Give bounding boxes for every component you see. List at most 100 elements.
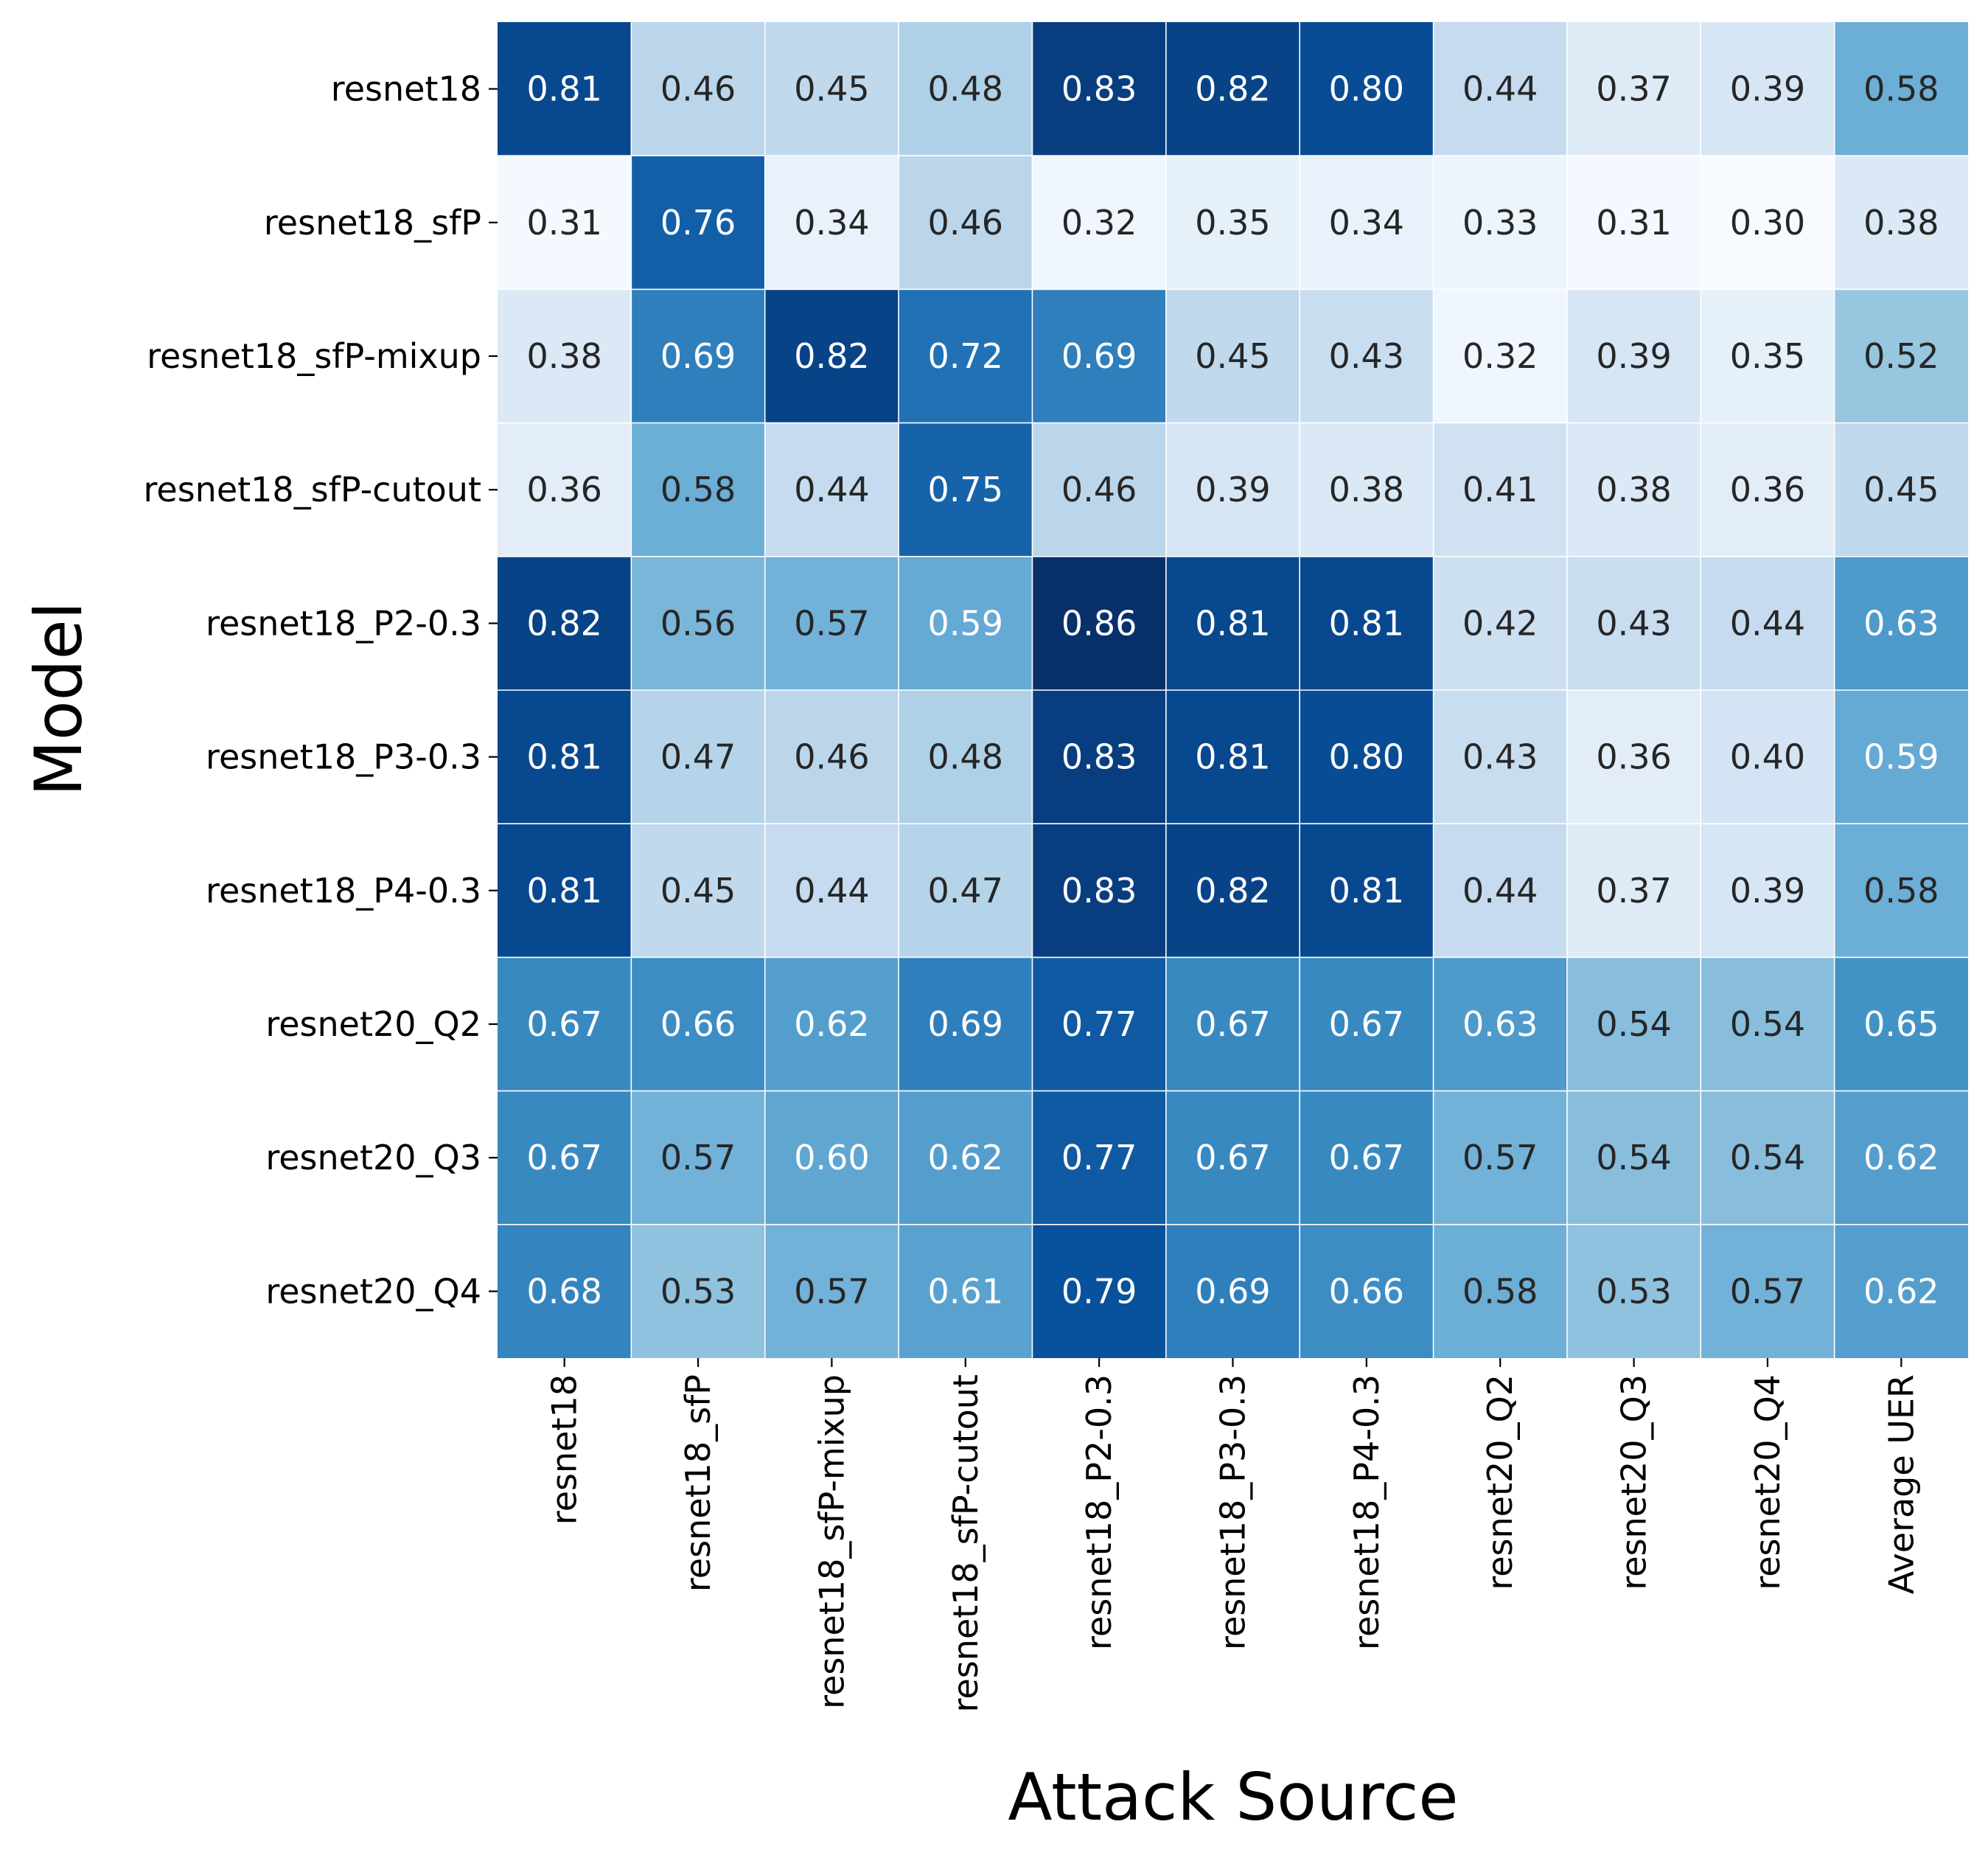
- cell-value-label: 0.67: [1329, 1138, 1404, 1177]
- x-tick-labels: resnet18 resnet18_sfP resnet18_sfP-mixup re…: [545, 1358, 1921, 1713]
- heatmap-cell: [1834, 556, 1968, 690]
- cell-value-label: 0.81: [526, 69, 601, 109]
- heatmap-cell: [498, 422, 632, 557]
- cell-value-label: 0.38: [1863, 203, 1939, 243]
- heatmap-cell: [498, 690, 632, 824]
- cell-value-label: 0.63: [1462, 1004, 1538, 1044]
- heatmap-cell: [1566, 824, 1701, 958]
- heatmap-cell: [1433, 422, 1567, 557]
- heatmap-cell: [1165, 957, 1300, 1091]
- cell-value-label: 0.80: [1329, 69, 1404, 109]
- cell-value-label: 0.75: [928, 470, 1003, 509]
- heatmap-cell: [1834, 690, 1968, 824]
- heatmap-cell: [631, 556, 765, 690]
- cell-value-label: 0.68: [526, 1271, 601, 1311]
- heatmap-cell: [1433, 22, 1567, 156]
- heatmap-cell: [498, 1224, 632, 1358]
- cell-value-label: 0.44: [1730, 603, 1805, 643]
- heatmap-cell: [631, 22, 765, 156]
- heatmap-cell: [631, 824, 765, 958]
- heatmap-cell: [498, 824, 632, 958]
- heatmap-cell: [1701, 690, 1835, 824]
- cell-value-label: 0.34: [794, 203, 869, 243]
- y-tick-label: resnet18_P3-0.3: [206, 737, 481, 777]
- cell-value-label: 0.81: [1195, 603, 1270, 643]
- cell-value-label: 0.81: [1329, 603, 1404, 643]
- cell-value-label: 0.43: [1462, 737, 1538, 777]
- cell-value-label: 0.86: [1061, 603, 1137, 643]
- heatmap-cell: [1032, 824, 1166, 958]
- cell-value-label: 0.34: [1329, 203, 1404, 243]
- heatmap-cell: [1701, 289, 1835, 423]
- heatmap-cell: [1165, 289, 1300, 423]
- heatmap-cell: [1165, 1090, 1300, 1225]
- cell-value-label: 0.58: [1863, 69, 1939, 109]
- heatmap-cell: [764, 1090, 899, 1225]
- heatmap-cell: [899, 289, 1033, 423]
- heatmap-cell: [1032, 22, 1166, 156]
- cell-value-label: 0.79: [1061, 1271, 1137, 1311]
- cell-value-label: 0.58: [1863, 871, 1939, 911]
- cell-value-label: 0.57: [794, 1271, 869, 1311]
- cell-value-label: 0.59: [928, 603, 1003, 643]
- cell-value-label: 0.81: [1195, 737, 1270, 777]
- cell-value-label: 0.69: [1061, 336, 1137, 376]
- heatmap-cell: [1165, 690, 1300, 824]
- cell-value-label: 0.52: [1863, 336, 1939, 376]
- cell-value-label: 0.37: [1596, 871, 1671, 911]
- cell-value-label: 0.80: [1329, 737, 1404, 777]
- cell-value-label: 0.63: [1863, 603, 1939, 643]
- heatmap-cell: [1566, 156, 1701, 290]
- heatmap-cell: [1566, 1224, 1701, 1358]
- cell-value-label: 0.81: [526, 737, 601, 777]
- y-tick-label: resnet20_Q4: [265, 1271, 481, 1311]
- heatmap-cell: [1032, 422, 1166, 557]
- heatmap-cell: [1701, 22, 1835, 156]
- cell-value-label: 0.44: [794, 871, 869, 911]
- y-tick-label: resnet18_sfP-cutout: [144, 470, 482, 509]
- heatmap-cell: [764, 422, 899, 557]
- heatmap-cells: 0.81 0.46 0.45 0.48 0.83 0.82 0.80 0.44 0.37 0.39…: [498, 22, 1968, 1358]
- heatmap-cell: [1300, 422, 1434, 557]
- cell-value-label: 0.81: [526, 871, 601, 911]
- heatmap-cell: [1032, 156, 1166, 290]
- heatmap-cell: [1165, 556, 1300, 690]
- x-tick-label: resnet18_P4-0.3: [1347, 1374, 1387, 1650]
- heatmap-cell: [1834, 957, 1968, 1091]
- heatmap-cell: [1032, 556, 1166, 690]
- heatmap-cell: [1701, 422, 1835, 557]
- x-tick-label: resnet18_sfP-cutout: [946, 1374, 986, 1713]
- x-tick-label: resnet20_Q4: [1748, 1374, 1788, 1590]
- cell-value-label: 0.54: [1596, 1004, 1671, 1044]
- heatmap-grid: [498, 22, 1968, 1358]
- cell-value-label: 0.57: [1730, 1271, 1805, 1311]
- heatmap-cell: [498, 957, 632, 1091]
- heatmap-cell: [498, 156, 632, 290]
- cell-value-label: 0.45: [1195, 336, 1270, 376]
- cell-value-label: 0.31: [526, 203, 601, 243]
- heatmap-cell: [1165, 22, 1300, 156]
- heatmap-cell: [1834, 156, 1968, 290]
- heatmap-cell: [1433, 289, 1567, 423]
- heatmap-cell: [764, 156, 899, 290]
- cell-value-label: 0.59: [1863, 737, 1939, 777]
- heatmap-cell: [1701, 824, 1835, 958]
- cell-value-label: 0.32: [1462, 336, 1538, 376]
- heatmap-cell: [1165, 156, 1300, 290]
- cell-value-label: 0.44: [1462, 69, 1538, 109]
- heatmap-cell: [1701, 1224, 1835, 1358]
- cell-value-label: 0.47: [660, 737, 736, 777]
- cell-value-label: 0.69: [928, 1004, 1003, 1044]
- cell-value-label: 0.60: [794, 1138, 869, 1177]
- cell-value-label: 0.65: [1863, 1004, 1939, 1044]
- cell-value-label: 0.67: [526, 1004, 601, 1044]
- cell-value-label: 0.44: [794, 470, 869, 509]
- heatmap-cell: [1566, 1090, 1701, 1225]
- cell-value-label: 0.69: [1195, 1271, 1270, 1311]
- heatmap-cell: [1701, 556, 1835, 690]
- heatmap-cell: [764, 1224, 899, 1358]
- heatmap-cell: [1433, 1224, 1567, 1358]
- y-tick-label: resnet18_sfP: [264, 203, 481, 243]
- heatmap-cell: [1433, 957, 1567, 1091]
- heatmap-cell: [1433, 156, 1567, 290]
